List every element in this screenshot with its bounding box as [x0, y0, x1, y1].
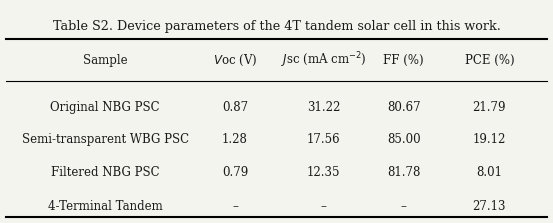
Text: 0.79: 0.79	[222, 166, 248, 179]
Text: FF (%): FF (%)	[383, 54, 424, 67]
Text: –: –	[321, 200, 326, 213]
Text: 0.87: 0.87	[222, 101, 248, 114]
Text: –: –	[401, 200, 406, 213]
Text: PCE (%): PCE (%)	[465, 54, 514, 67]
Text: 8.01: 8.01	[476, 166, 503, 179]
Text: Semi-transparent WBG PSC: Semi-transparent WBG PSC	[22, 133, 189, 146]
Text: Filtered NBG PSC: Filtered NBG PSC	[51, 166, 159, 179]
Text: 27.13: 27.13	[473, 200, 506, 213]
Text: 1.28: 1.28	[222, 133, 248, 146]
Text: –: –	[232, 200, 238, 213]
Text: 12.35: 12.35	[307, 166, 340, 179]
Text: 19.12: 19.12	[473, 133, 506, 146]
Text: $\mathit{V}$oc (V): $\mathit{V}$oc (V)	[213, 53, 257, 68]
Text: 4-Terminal Tandem: 4-Terminal Tandem	[48, 200, 163, 213]
Text: Original NBG PSC: Original NBG PSC	[50, 101, 160, 114]
Text: 81.78: 81.78	[387, 166, 420, 179]
Text: $\mathit{J}$sc (mA cm$^{-2}$): $\mathit{J}$sc (mA cm$^{-2}$)	[280, 50, 367, 70]
Text: 85.00: 85.00	[387, 133, 420, 146]
Text: 17.56: 17.56	[307, 133, 340, 146]
Text: 80.67: 80.67	[387, 101, 420, 114]
Text: Sample: Sample	[83, 54, 127, 67]
Text: 31.22: 31.22	[307, 101, 340, 114]
Text: Table S2. Device parameters of the 4T tandem solar cell in this work.: Table S2. Device parameters of the 4T ta…	[53, 20, 500, 33]
Text: 21.79: 21.79	[473, 101, 506, 114]
